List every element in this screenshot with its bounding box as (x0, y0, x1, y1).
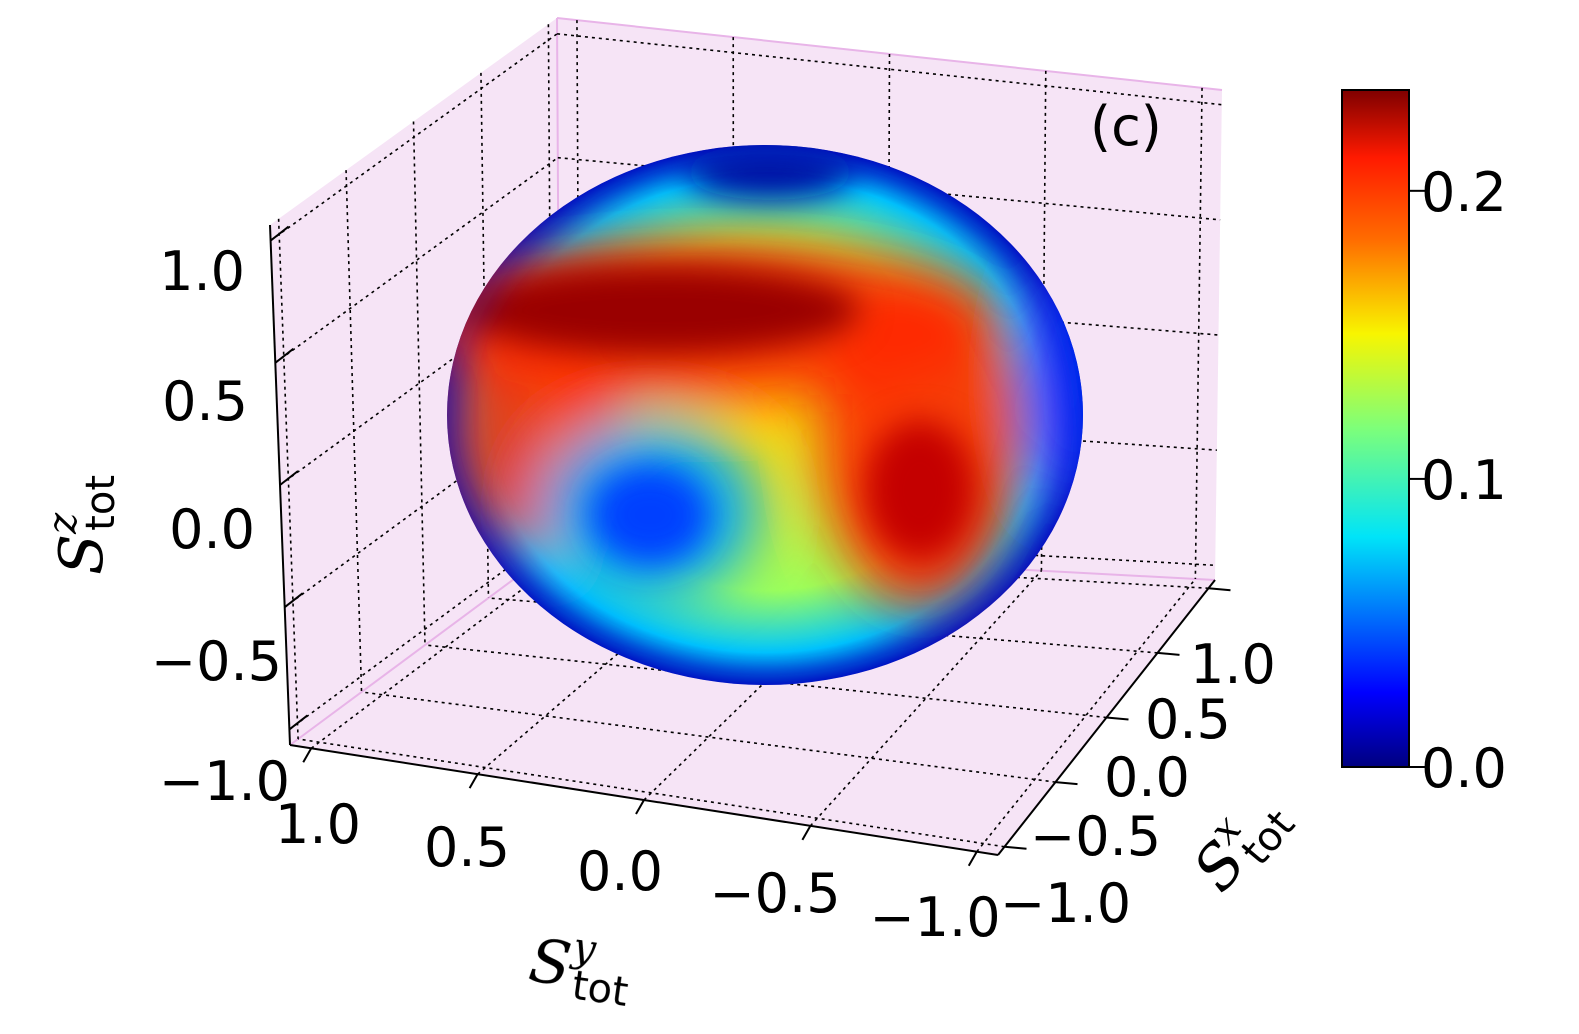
y-tick-label: −1.0 (869, 886, 1000, 949)
colorbar-gradient (1341, 89, 1410, 768)
z-axis-label: Sztot (40, 475, 124, 575)
z-tick-mark (269, 225, 290, 242)
x-tick-mark (1106, 716, 1129, 721)
tick-marks (269, 225, 1231, 867)
grid-line (270, 33, 558, 242)
colorbar-tick-label: 0.1 (1421, 449, 1507, 512)
z-tick-label: 1.0 (159, 240, 245, 303)
y-tick-label: 0.5 (424, 816, 510, 879)
grid-line (809, 570, 1043, 827)
z-tick-labels: 1.0 0.5 0.0 −0.5 −1.0 (151, 240, 290, 813)
y-tick-label: 0.0 (577, 840, 663, 903)
grid-line (1194, 87, 1203, 579)
y-tick-mark (302, 747, 313, 763)
grid-line (976, 578, 1196, 853)
grid-line (412, 121, 426, 646)
grid-line (274, 157, 559, 364)
grid-line (361, 691, 1056, 783)
x-tick-label: 0.5 (1145, 688, 1231, 751)
y-tick-mark (801, 825, 812, 841)
y-tick-mark (967, 851, 978, 867)
z-tick-mark (274, 348, 294, 364)
z-tick-label: −1.0 (159, 750, 290, 813)
z-tick-label: 0.0 (169, 498, 255, 561)
grid-line (559, 528, 1216, 567)
z-tick-mark (288, 714, 309, 731)
grid-line (557, 156, 1221, 221)
x-axis-label: Sxtot (1175, 777, 1305, 909)
y-tick-mark (468, 773, 479, 789)
z-tick-mark (279, 470, 299, 486)
x-tick-mark (1208, 587, 1231, 592)
x-tick-mark (1157, 651, 1180, 656)
y-tick-mark (635, 799, 645, 815)
y-tick-labels: 1.0 0.5 0.0 −0.5 −1.0 (275, 793, 1001, 949)
colorbar-tick-label: 0.2 (1421, 161, 1507, 224)
y-axis-label: Sytot (524, 919, 636, 1016)
grid-line (297, 738, 1005, 848)
colorbar-ticks: 0.0 0.1 0.2 (1409, 161, 1507, 800)
y-tick-label: 1.0 (275, 793, 361, 856)
y-tick-label: −0.5 (709, 862, 840, 925)
x-tick-label: −0.5 (1030, 805, 1161, 868)
grid-line (424, 644, 1107, 719)
z-tick-mark (284, 592, 304, 608)
floor-pane-xy (290, 545, 1215, 855)
x-tick-mark (1055, 781, 1078, 786)
x-tick-label: 1.0 (1190, 633, 1276, 696)
x-tick-label: 0.0 (1104, 746, 1190, 809)
x-tick-mark (1004, 845, 1027, 850)
sphere-surface (447, 145, 1083, 685)
panel-label: (c) (1090, 95, 1162, 158)
grid-line (284, 404, 560, 608)
colorbar-tick-label: 0.0 (1421, 737, 1507, 800)
z-tick-label: −0.5 (151, 630, 282, 693)
z-tick-label: 0.5 (162, 370, 248, 433)
x-tick-label: −1.0 (1000, 872, 1131, 935)
x-tick-labels: −1.0 −0.5 0.0 0.5 1.0 (1000, 633, 1276, 935)
colorbar: 0.0 0.1 0.2 (1341, 89, 1507, 800)
